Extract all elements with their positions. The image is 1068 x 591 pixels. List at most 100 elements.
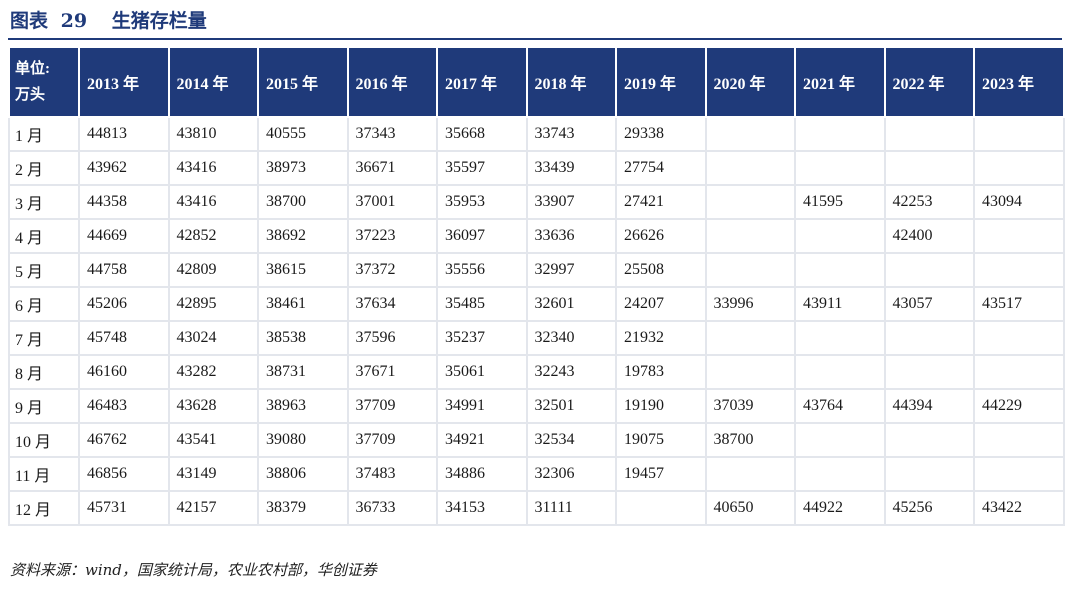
value-cell (615, 490, 707, 526)
table-row: 10 月 46762 43541 39080 37709 34921 32534 19075 3… (8, 422, 1065, 458)
value-cell: 38538 (257, 320, 349, 356)
source-note: 资料来源：wind，国家统计局，农业农村部，华创证券 (10, 561, 377, 579)
table-row: 5 月 44758 42809 38615 37372 35556 32997 25508 (8, 252, 1065, 288)
table-row: 6 月 45206 42895 38461 37634 35485 32601 24207 33… (8, 286, 1065, 322)
month-cell: 5 月 (8, 252, 80, 288)
value-cell: 35597 (436, 150, 528, 186)
value-cell (973, 320, 1065, 356)
table-row: 3 月 44358 43416 38700 37001 35953 33907 27421 41… (8, 184, 1065, 220)
value-cell (973, 456, 1065, 492)
value-cell (794, 320, 886, 356)
value-cell: 44758 (78, 252, 170, 288)
value-cell: 36097 (436, 218, 528, 254)
value-cell: 42253 (883, 184, 975, 220)
value-cell: 46160 (78, 354, 170, 390)
year-header-cell: 2019 年 (615, 46, 707, 118)
value-cell: 37709 (346, 388, 438, 424)
value-cell: 33743 (525, 116, 617, 152)
year-header-cell: 2023 年 (973, 46, 1065, 118)
value-cell: 27421 (615, 184, 707, 220)
value-cell: 35237 (436, 320, 528, 356)
value-cell (704, 252, 796, 288)
value-cell (704, 354, 796, 390)
value-cell: 42852 (167, 218, 259, 254)
value-cell: 37596 (346, 320, 438, 356)
value-cell: 29338 (615, 116, 707, 152)
value-cell: 37039 (704, 388, 796, 424)
value-cell: 33907 (525, 184, 617, 220)
value-cell (794, 354, 886, 390)
value-cell: 35556 (436, 252, 528, 288)
value-cell: 43810 (167, 116, 259, 152)
value-cell: 37372 (346, 252, 438, 288)
value-cell (883, 422, 975, 458)
year-header-cell: 2016 年 (346, 46, 438, 118)
value-cell: 34886 (436, 456, 528, 492)
figure-caption: 生猪存栏量 (111, 10, 207, 32)
value-cell (883, 456, 975, 492)
value-cell: 37671 (346, 354, 438, 390)
value-cell: 38615 (257, 252, 349, 288)
value-cell: 35061 (436, 354, 528, 390)
month-cell: 1 月 (8, 116, 80, 152)
value-cell (883, 320, 975, 356)
value-cell: 44669 (78, 218, 170, 254)
year-header-cell: 2022 年 (883, 46, 975, 118)
value-cell (794, 218, 886, 254)
value-cell (794, 150, 886, 186)
value-cell: 38806 (257, 456, 349, 492)
value-cell: 42895 (167, 286, 259, 322)
value-cell: 43517 (973, 286, 1065, 322)
figure-label: 图表 (10, 10, 49, 32)
value-cell: 41595 (794, 184, 886, 220)
value-cell: 27754 (615, 150, 707, 186)
year-header-cell: 2017 年 (436, 46, 528, 118)
year-header-cell: 2020 年 (704, 46, 796, 118)
value-cell (704, 218, 796, 254)
table-row: 9 月 46483 43628 38963 37709 34991 32501 19190 37… (8, 388, 1065, 424)
value-cell: 40650 (704, 490, 796, 526)
value-cell: 43911 (794, 286, 886, 322)
table-row: 4 月 44669 42852 38692 37223 36097 33636 26626 42… (8, 218, 1065, 254)
value-cell (794, 422, 886, 458)
title-divider (8, 38, 1062, 40)
month-cell: 10 月 (8, 422, 80, 458)
value-cell (794, 456, 886, 492)
value-cell: 37343 (346, 116, 438, 152)
value-cell: 38731 (257, 354, 349, 390)
value-cell: 43057 (883, 286, 975, 322)
year-header-cell: 2021 年 (794, 46, 886, 118)
month-cell: 3 月 (8, 184, 80, 220)
month-cell: 2 月 (8, 150, 80, 186)
table-row: 11 月 46856 43149 38806 37483 34886 32306 19457 (8, 456, 1065, 492)
value-cell: 31111 (525, 490, 617, 526)
value-cell (883, 116, 975, 152)
value-cell: 45206 (78, 286, 170, 322)
value-cell: 43962 (78, 150, 170, 186)
value-cell: 44394 (883, 388, 975, 424)
value-cell: 32997 (525, 252, 617, 288)
value-cell (883, 252, 975, 288)
value-cell: 46762 (78, 422, 170, 458)
table-row: 1 月 44813 43810 40555 37343 35668 33743 29338 (8, 116, 1065, 152)
value-cell: 32306 (525, 456, 617, 492)
value-cell: 32501 (525, 388, 617, 424)
figure-title: 图表 29 生猪存栏量 (10, 8, 207, 34)
value-cell: 24207 (615, 286, 707, 322)
value-cell: 32243 (525, 354, 617, 390)
unit-header-cell: 单位: 万头 (8, 46, 80, 118)
value-cell (794, 116, 886, 152)
year-header-cell: 2014 年 (167, 46, 259, 118)
value-cell (704, 116, 796, 152)
value-cell: 19075 (615, 422, 707, 458)
month-cell: 7 月 (8, 320, 80, 356)
value-cell: 37223 (346, 218, 438, 254)
value-cell (973, 218, 1065, 254)
value-cell (704, 456, 796, 492)
month-cell: 6 月 (8, 286, 80, 322)
value-cell: 43094 (973, 184, 1065, 220)
value-cell: 36671 (346, 150, 438, 186)
table-row: 8 月 46160 43282 38731 37671 35061 32243 19783 (8, 354, 1065, 390)
value-cell: 43416 (167, 184, 259, 220)
value-cell: 19783 (615, 354, 707, 390)
